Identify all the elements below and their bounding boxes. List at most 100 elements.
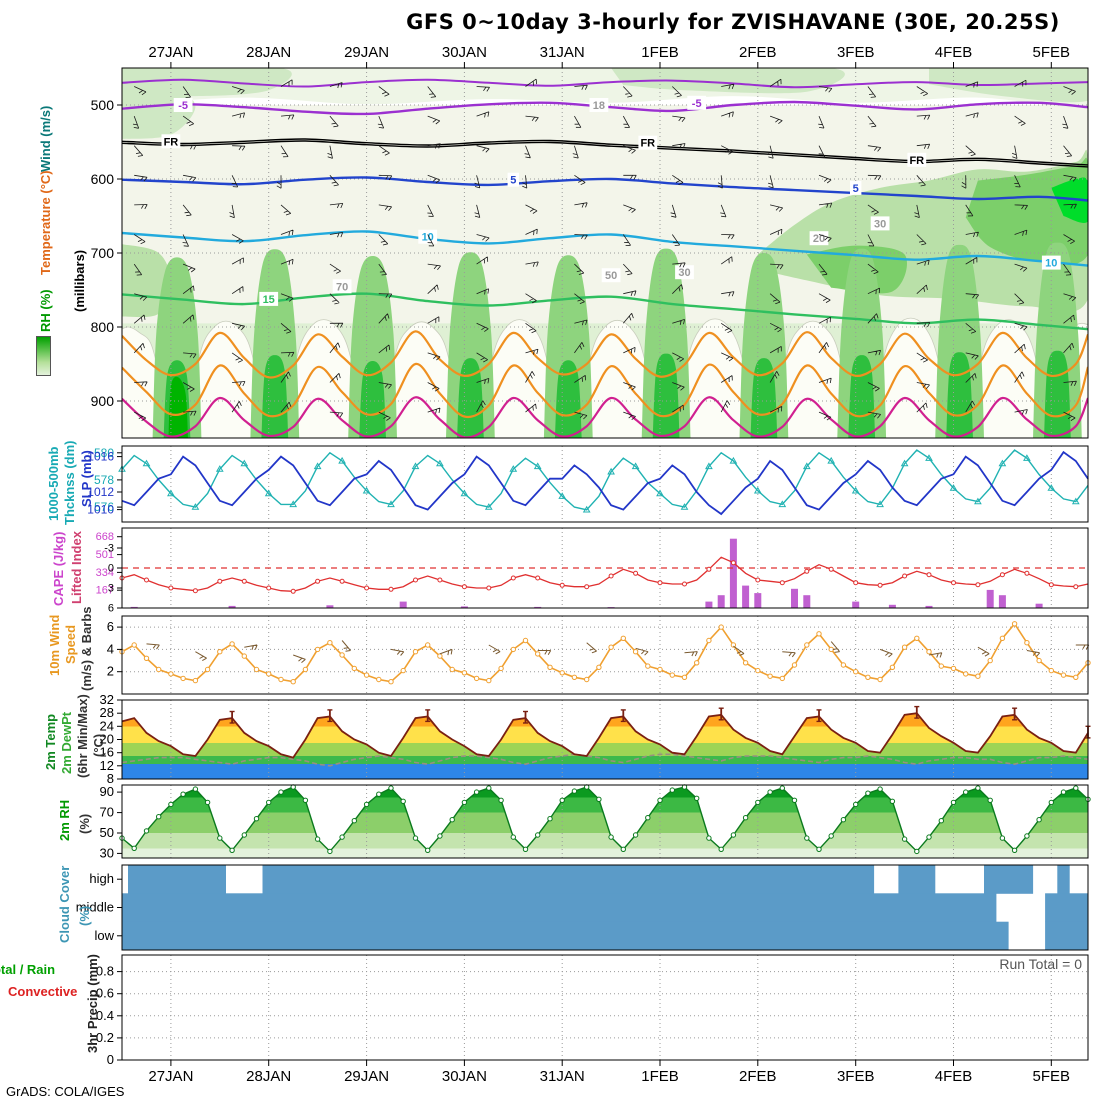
axis-label-w10b: Speed — [63, 624, 78, 664]
contour-label: 10 — [1045, 258, 1057, 270]
temp2m-panel — [121, 700, 1091, 779]
svg-text:low: low — [94, 928, 114, 943]
cloud-block-high — [1057, 865, 1070, 894]
svg-text:30JAN: 30JAN — [442, 1068, 487, 1085]
chart-title: GFS 0~10day 3-hourly for ZVISHAVANE (30E… — [406, 10, 1060, 34]
axis-label-thk2: Thcknss (dm) — [62, 440, 77, 525]
svg-text:90: 90 — [100, 784, 114, 799]
precip-panel — [122, 955, 1088, 1060]
axis-label-ccb: (%) — [77, 905, 92, 926]
svg-text:31JAN: 31JAN — [540, 1068, 585, 1085]
axis-label-li: Lifted Index — [69, 531, 84, 604]
contour-label: 5 — [853, 183, 859, 195]
svg-text:334: 334 — [96, 567, 114, 579]
svg-text:50: 50 — [100, 825, 114, 840]
rh2m-panel — [119, 784, 1091, 858]
svg-text:578: 578 — [94, 473, 114, 487]
svg-text:1012: 1012 — [87, 485, 114, 499]
contour-label: 20 — [813, 233, 825, 245]
svg-text:2: 2 — [107, 664, 114, 679]
cape-bar — [742, 585, 750, 608]
cloud-block-high — [128, 865, 226, 894]
contour-label: 5 — [510, 175, 516, 187]
axis-label-t2d: (°C) — [91, 733, 106, 757]
cape-bar — [534, 606, 542, 608]
axis-label-w10c: (m/s) & Barbs — [79, 606, 94, 691]
contour-label: FR — [909, 155, 924, 167]
cape-bar — [803, 595, 811, 608]
svg-text:0.4: 0.4 — [96, 1008, 114, 1023]
svg-text:600: 600 — [91, 171, 115, 187]
svg-text:8: 8 — [107, 771, 114, 786]
svg-text:30JAN: 30JAN — [442, 44, 487, 61]
axis-label-rh: RH (%) — [38, 289, 53, 332]
svg-text:31JAN: 31JAN — [540, 44, 585, 61]
svg-text:0.6: 0.6 — [96, 986, 114, 1001]
cape-bar — [460, 606, 468, 608]
axis-label-wind: Wind (m/s) — [38, 105, 53, 172]
cape-bar — [228, 605, 236, 608]
contour-label: 30 — [678, 267, 690, 279]
thickness-line — [121, 449, 1089, 511]
svg-text:500: 500 — [91, 97, 115, 113]
upper-wind-barbs — [132, 78, 1077, 422]
svg-text:1FEB: 1FEB — [641, 44, 679, 61]
cloud-panel — [122, 865, 1088, 951]
li-cape-panel — [119, 528, 1089, 608]
svg-text:0: 0 — [107, 1052, 114, 1067]
cloud-block-low — [1045, 921, 1088, 951]
svg-text:1016: 1016 — [87, 450, 114, 464]
cloud-frame — [121, 864, 1089, 951]
svg-text:27JAN: 27JAN — [148, 44, 193, 61]
cape-bar — [791, 588, 798, 608]
axis-label-total-rain: Total / Rain — [0, 962, 56, 977]
slp-line — [121, 450, 1089, 516]
lifted-index-line — [121, 556, 1089, 592]
axis-label-convective: Convective — [8, 984, 78, 999]
svg-text:4FEB: 4FEB — [935, 44, 973, 61]
svg-text:middle: middle — [76, 900, 114, 915]
contour-label: FR — [640, 138, 655, 150]
contour-label: 70 — [336, 281, 348, 293]
svg-text:501: 501 — [96, 549, 114, 561]
rh-fill — [122, 787, 1088, 858]
cape-bar — [754, 593, 762, 608]
svg-text:580: 580 — [94, 446, 114, 460]
cloud-block-high — [898, 865, 936, 894]
cape-bar — [888, 604, 896, 608]
svg-text:27JAN: 27JAN — [148, 1068, 193, 1085]
svg-text:3FEB: 3FEB — [837, 44, 875, 61]
cloud-block-middle — [122, 893, 997, 923]
contour-label: 30 — [874, 218, 886, 230]
grads-credit: GrADS: COLA/IGES — [6, 1084, 125, 1099]
contour-label: 18 — [593, 100, 605, 112]
rh-shading-legend — [36, 336, 51, 376]
svg-text:2FEB: 2FEB — [739, 1068, 777, 1085]
svg-text:5FEB: 5FEB — [1033, 44, 1071, 61]
axis-label-rh2a: 2m RH — [57, 799, 72, 841]
svg-text:0.8: 0.8 — [96, 964, 114, 979]
svg-text:6: 6 — [108, 603, 114, 615]
axis-label-slp: SLP (mb) — [79, 450, 94, 507]
cape-bar — [130, 606, 138, 608]
rh2m-frame — [121, 784, 1089, 859]
run-total-label: Run Total = 0 — [999, 956, 1082, 972]
svg-text:800: 800 — [91, 319, 115, 335]
axis-label-rh2b: (%) — [77, 813, 92, 834]
svg-text:6: 6 — [107, 619, 114, 634]
cape-bar — [1035, 603, 1043, 608]
svg-text:30: 30 — [100, 845, 114, 860]
svg-text:167: 167 — [96, 585, 114, 597]
cloud-block-high — [984, 865, 1034, 894]
svg-text:28: 28 — [100, 705, 114, 720]
svg-text:20: 20 — [100, 732, 114, 747]
svg-text:70: 70 — [100, 805, 114, 820]
temp-line — [121, 712, 1089, 759]
svg-text:1FEB: 1FEB — [641, 1068, 679, 1085]
svg-text:668: 668 — [96, 531, 114, 543]
svg-text:2FEB: 2FEB — [739, 44, 777, 61]
